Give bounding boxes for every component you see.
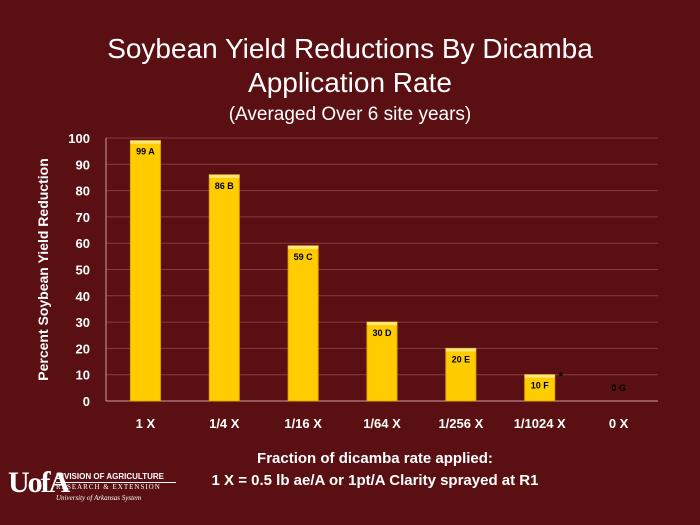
x-axis-title-line1: Fraction of dicamba rate applied: <box>257 450 493 467</box>
y-tick-label: 50 <box>76 263 90 278</box>
chart-title-line1: Soybean Yield Reductions By Dicamba <box>107 33 593 64</box>
x-tick-label: 1/16 X <box>284 416 322 431</box>
y-axis-title: Percent Soybean Yield Reduction <box>35 158 51 381</box>
x-tick-label: 1/256 X <box>438 416 483 431</box>
bar <box>287 245 319 402</box>
x-tick-label: 0 X <box>609 416 629 431</box>
data-label: 30 D <box>372 328 392 338</box>
chart-subtitle: (Averaged Over 6 site years) <box>228 104 472 125</box>
bar <box>208 174 240 402</box>
chart-title: Soybean Yield Reductions By Dicamba Appl… <box>0 32 700 100</box>
y-tick-label: 0 <box>83 394 90 409</box>
bar-top-highlight <box>445 348 476 352</box>
bar <box>524 374 556 402</box>
y-tick-label: 90 <box>76 157 90 172</box>
bar <box>129 140 161 402</box>
bar-top-highlight <box>367 322 397 326</box>
annotation-asterisk: * <box>558 370 563 384</box>
data-label: 10 F <box>531 381 550 391</box>
x-tick-label: 1/64 X <box>363 416 401 431</box>
x-tick-label: 1/4 X <box>209 416 240 431</box>
x-axis-title-line2: 1 X = 0.5 lb ae/A or 1pt/A Clarity spray… <box>211 472 539 489</box>
bar-top-highlight <box>524 374 555 378</box>
data-label: 0 G <box>611 383 626 393</box>
logo-rule <box>56 482 176 483</box>
x-tick-label: 1/1024 X <box>514 416 566 431</box>
bar-top-highlight <box>130 140 161 144</box>
data-label: 86 B <box>215 181 235 191</box>
y-tick-label: 80 <box>76 184 90 199</box>
y-tick-label: 70 <box>76 210 90 225</box>
y-tick-label: 10 <box>76 368 90 383</box>
y-tick-label: 30 <box>76 315 90 330</box>
y-tick-label: 60 <box>76 236 90 251</box>
bar-top-highlight <box>209 174 240 178</box>
y-tick-label: 100 <box>68 131 90 146</box>
x-tick-label: 1 X <box>136 416 156 431</box>
data-label: 59 C <box>294 252 314 262</box>
y-tick-label: 40 <box>76 289 90 304</box>
y-tick-label: 20 <box>76 341 90 356</box>
x-axis-title: Fraction of dicamba rate applied: 1 X = … <box>130 448 620 492</box>
logo-line3: University of Arkansas System <box>56 494 142 502</box>
university-logo: UofA DIVISION OF AGRICULTURE RESEARCH & … <box>8 466 208 516</box>
logo-line2: RESEARCH & EXTENSION <box>56 483 161 491</box>
bar-top-highlight <box>288 245 319 249</box>
chart-title-line2: Application Rate <box>248 67 452 98</box>
data-label: 20 E <box>452 354 471 364</box>
data-label: 99 A <box>136 147 155 157</box>
logo-line1: DIVISION OF AGRICULTURE <box>56 472 164 481</box>
